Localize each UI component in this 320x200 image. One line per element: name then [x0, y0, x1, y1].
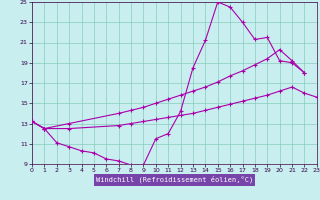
X-axis label: Windchill (Refroidissement éolien,°C): Windchill (Refroidissement éolien,°C) — [96, 176, 253, 183]
